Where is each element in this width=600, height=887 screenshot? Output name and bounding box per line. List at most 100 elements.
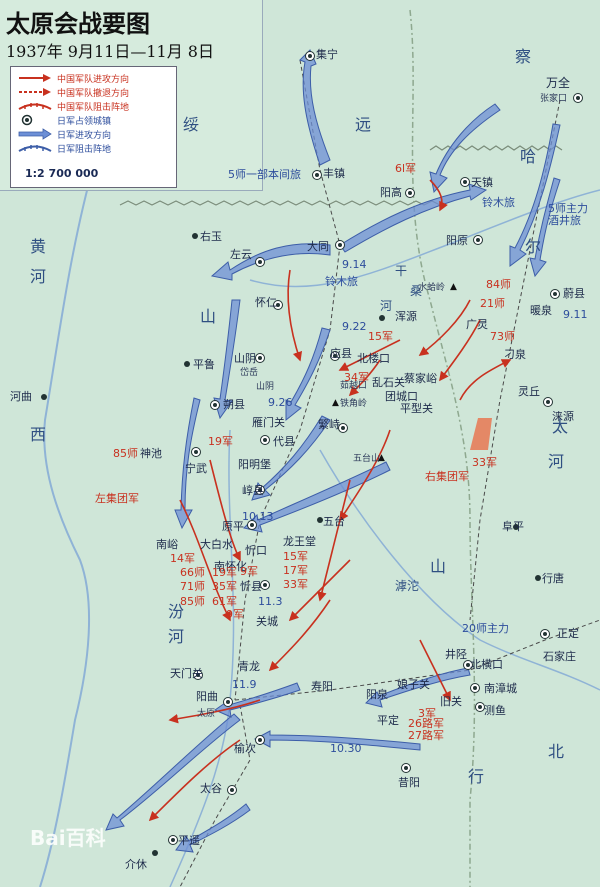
- town-dot: [317, 517, 323, 523]
- city-label: 应县: [330, 347, 352, 360]
- unit-label: 71师: [180, 580, 205, 593]
- occupied-town-icon: [21, 114, 33, 126]
- town-dot: [379, 315, 385, 321]
- occupied-town-icon: [550, 289, 560, 299]
- date-label: 9.26: [268, 396, 293, 409]
- city-label: 太谷: [200, 782, 222, 795]
- date-label: 9.14: [342, 258, 367, 271]
- occupied-town-icon: [305, 51, 315, 61]
- city-label: 阳高: [380, 186, 402, 199]
- unit-label: 9军: [226, 608, 244, 621]
- unit-label: 19军: [208, 435, 233, 448]
- chinese-arrows: [148, 179, 512, 822]
- date-label: 10.30: [330, 742, 362, 755]
- town-dot: [192, 233, 198, 239]
- blue-arrow-icon: [18, 128, 52, 140]
- city-label: 平遥: [178, 834, 200, 847]
- unit-label: 左集团军: [95, 492, 139, 505]
- city-label: 旧关: [440, 695, 462, 708]
- unit-label: 15军: [368, 330, 393, 343]
- region-label: 西: [30, 425, 47, 444]
- unit-label: 35军: [212, 580, 237, 593]
- region-label: 河: [30, 267, 47, 286]
- region-label: 察: [515, 47, 532, 66]
- red-blocking-line-icon: [18, 103, 52, 110]
- mountain-label: 铁角岭: [340, 399, 368, 409]
- city-label: 乱石关: [372, 376, 405, 389]
- region-label: 河: [380, 299, 393, 313]
- city-label: 南峪: [156, 538, 178, 551]
- city-label: 娘子关: [397, 678, 430, 691]
- city-label: 平鲁: [193, 358, 215, 371]
- mountain-label: 水蛤岭: [418, 283, 446, 293]
- town-dot: [152, 850, 158, 856]
- city-label: 五台山: [353, 454, 381, 464]
- town-dot: [41, 394, 47, 400]
- city-label: 宁武: [185, 462, 207, 475]
- legend-item-cn-attack: 中国军队进攻方向: [17, 71, 129, 85]
- unit-label: 34军: [344, 371, 369, 384]
- city-label: 雁门关: [252, 416, 285, 429]
- mountain-icon: ▲: [450, 282, 457, 292]
- legend: 中国军队进攻方向 中国军队撤退方向 中国军队阻击阵地 日军占领城镇 日军进攻方向…: [10, 66, 177, 188]
- occupied-town-icon: [255, 735, 265, 745]
- city-label: 平定: [377, 714, 399, 727]
- region-label: 河: [168, 627, 185, 646]
- unit-label: 19军: [212, 566, 237, 579]
- hutuo-river: [319, 449, 600, 691]
- city-label: 五台: [323, 515, 345, 528]
- city-label: 集宁: [316, 48, 338, 61]
- city-label: 阜平: [502, 520, 524, 533]
- red-arrow-icon: [19, 74, 51, 82]
- city-label: 河曲: [10, 390, 32, 403]
- city-label: 蔚县: [563, 287, 585, 300]
- city-label: 北楼口: [357, 352, 390, 365]
- occupied-town-icon: [227, 785, 237, 795]
- city-label: 天镇: [471, 176, 493, 189]
- occupied-town-icon: [338, 423, 348, 433]
- city-label: 大同: [307, 240, 329, 253]
- city-label: 团城口: [385, 390, 418, 403]
- legend-item-jp-attack: 日军进攻方向: [17, 127, 111, 141]
- jp-unit-label: 铃木旅: [482, 196, 515, 209]
- city-label: 平型关: [400, 402, 433, 415]
- unit-label: 26路军: [408, 717, 444, 730]
- city-label: 右玉: [200, 230, 222, 243]
- region-label: 滹沱: [395, 579, 420, 593]
- occupied-town-icon: [193, 670, 203, 680]
- city-label: 崞县: [242, 484, 264, 497]
- occupied-town-icon: [223, 697, 233, 707]
- occupied-town-icon: [312, 170, 322, 180]
- region-label: 山: [200, 307, 217, 326]
- region-label: 干: [395, 264, 408, 278]
- city-label: 阳明堡: [238, 458, 271, 471]
- occupied-town-icon: [260, 580, 270, 590]
- occupied-town-icon: [473, 235, 483, 245]
- great-wall: [119, 200, 441, 206]
- city-label: 灵丘: [518, 385, 540, 398]
- occupied-town-icon: [540, 629, 550, 639]
- jp-unit-label: 铃木旅: [325, 275, 358, 288]
- city-label: 万全: [546, 76, 571, 90]
- occupied-town-icon: [255, 485, 265, 495]
- city-label: 天门关: [170, 667, 203, 680]
- city-label: 南怀化: [214, 560, 247, 573]
- city-label: 榆次: [234, 742, 256, 755]
- city-label: 怀仁: [255, 296, 277, 309]
- unit-label: 9军: [240, 565, 258, 578]
- unit-label: 85师: [180, 595, 205, 608]
- city-label: 原平: [222, 520, 244, 533]
- region-label: 山: [430, 557, 447, 576]
- date-label: 11.9: [232, 678, 257, 691]
- occupied-town-icon: [335, 240, 345, 250]
- occupied-town-icon: [573, 93, 583, 103]
- occupied-town-icon: [543, 397, 553, 407]
- occupied-town-icon: [273, 300, 283, 310]
- city-label: 暖泉: [530, 304, 552, 317]
- unit-label: 6l军: [395, 162, 417, 175]
- city-label: 代县: [273, 435, 295, 448]
- city-label: 山阴: [234, 352, 256, 365]
- town-dot: [513, 524, 519, 530]
- city-label: 阳泉: [366, 688, 388, 701]
- city-label: 龙王堂: [283, 535, 316, 548]
